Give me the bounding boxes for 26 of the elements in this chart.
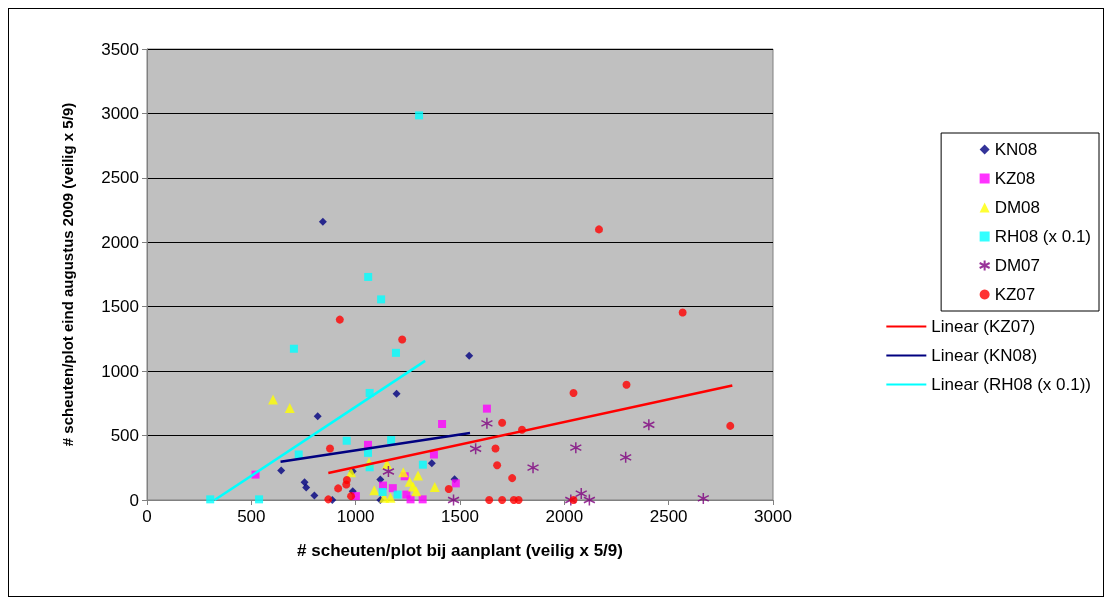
legend-label: KN08 <box>994 140 1038 159</box>
x-axis-title: # scheuten/plot bij aanplant (veilig x 5/9) <box>297 541 623 560</box>
y-tick-label: 1000 <box>101 361 139 381</box>
x-tick-label: 0 <box>142 507 152 526</box>
y-axis-title: # scheuten/plot eind augustus 2009 (veilig x 5/9) <box>59 102 76 447</box>
y-tick-label: 0 <box>129 490 139 510</box>
legend-label: Linear (RH08 (x 0.1)) <box>931 375 1092 394</box>
x-tick-label: 1000 <box>336 507 375 526</box>
x-tick-label: 3000 <box>754 507 792 526</box>
y-tick-label: 3000 <box>101 103 139 123</box>
x-tick-label: 2500 <box>649 507 688 526</box>
y-tick-label: 3500 <box>101 39 139 59</box>
legend-label: KZ07 <box>994 285 1036 304</box>
y-tick-label: 2500 <box>101 168 139 188</box>
legend-label: Linear (KN08) <box>931 346 1038 365</box>
x-tick-label: 1500 <box>441 507 479 526</box>
y-tick-label: 500 <box>110 426 139 446</box>
legend-label: RH08 (x 0.1) <box>994 227 1092 246</box>
legend-label: Linear (KZ07) <box>931 317 1036 336</box>
x-tick-label: 500 <box>237 507 266 526</box>
x-tick-label: 2000 <box>545 507 584 526</box>
y-tick-label: 1500 <box>101 297 139 317</box>
legend-label: KZ08 <box>994 169 1036 188</box>
y-tick-label: 2000 <box>101 232 139 252</box>
legend-label: DM07 <box>994 256 1040 275</box>
legend-label: DM08 <box>994 198 1040 217</box>
